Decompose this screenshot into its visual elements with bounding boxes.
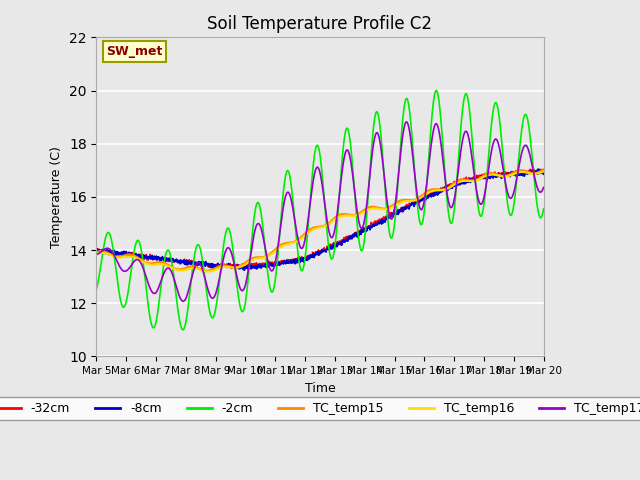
Y-axis label: Temperature (C): Temperature (C) [51, 146, 63, 248]
Legend: -32cm, -8cm, -2cm, TC_temp15, TC_temp16, TC_temp17: -32cm, -8cm, -2cm, TC_temp15, TC_temp16,… [0, 397, 640, 420]
X-axis label: Time: Time [305, 382, 335, 395]
Title: Soil Temperature Profile C2: Soil Temperature Profile C2 [207, 15, 433, 33]
Text: SW_met: SW_met [106, 45, 163, 58]
